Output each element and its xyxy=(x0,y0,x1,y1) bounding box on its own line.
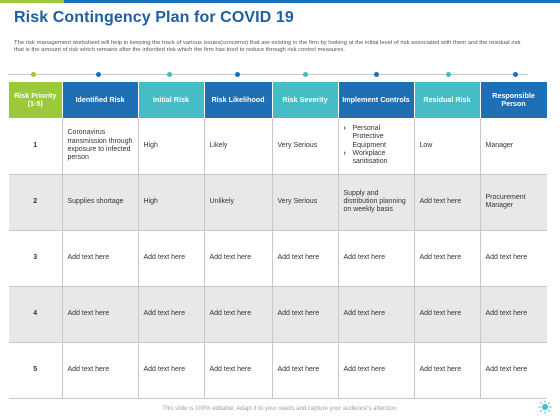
cell-residual-risk: Low xyxy=(414,118,481,174)
cell-priority: 2 xyxy=(9,174,63,230)
cell-identified-risk: Supplies shortage xyxy=(62,174,139,230)
cell-initial-risk: Add text here xyxy=(138,286,205,342)
cell-implement-controls: Add text here xyxy=(338,230,415,286)
cell-identified-risk: Add text here xyxy=(62,342,139,398)
cell-risk-severity: Very Serious xyxy=(272,118,339,174)
control-item: Workplace sanitisation xyxy=(344,150,409,166)
page-description: The risk management worksheet will help … xyxy=(14,40,521,54)
table-row: 3 Add text here Add text here Add text h… xyxy=(9,230,547,286)
cell-responsible-person: Add text here xyxy=(480,230,547,286)
header-residual-risk: Residual Risk xyxy=(414,82,481,118)
header-identified-risk: Identified Risk xyxy=(62,82,139,118)
footer-note: This slide is 100% editable. Adapt it to… xyxy=(162,406,398,412)
header-risk-severity: Risk Severity xyxy=(272,82,339,118)
cell-initial-risk: High xyxy=(138,118,205,174)
cell-priority: 5 xyxy=(9,342,63,398)
table-header-row: Risk Priority (1-5) Identified Risk Init… xyxy=(9,82,548,118)
cell-risk-likelihood: Add text here xyxy=(204,230,273,286)
cell-priority: 3 xyxy=(9,230,63,286)
column-marker-dot xyxy=(303,72,308,77)
page-title: Risk Contingency Plan for COVID 19 xyxy=(14,9,294,26)
cell-risk-likelihood: Likely xyxy=(204,118,273,174)
cell-implement-controls: Personal Protective Equipment Workplace … xyxy=(338,118,415,174)
controls-list: Personal Protective Equipment Workplace … xyxy=(344,125,409,166)
cell-implement-controls: Add text here xyxy=(338,342,415,398)
header-risk-priority: Risk Priority (1-5) xyxy=(9,82,63,118)
column-marker-dot xyxy=(167,72,172,77)
column-marker-dot xyxy=(446,72,451,77)
control-item: Personal Protective Equipment xyxy=(344,125,409,150)
table-row: 1 Coronavirus transmission through expos… xyxy=(9,118,547,174)
cell-risk-severity: Very Serious xyxy=(272,174,339,230)
column-marker-dot xyxy=(513,72,518,77)
cell-identified-risk: Add text here xyxy=(62,286,139,342)
cell-risk-likelihood: Unlikely xyxy=(204,174,273,230)
cell-priority: 4 xyxy=(9,286,63,342)
cell-initial-risk: Add text here xyxy=(138,342,205,398)
column-marker-dot xyxy=(96,72,101,77)
cell-implement-controls: Supply and distribution planning on week… xyxy=(338,174,415,230)
risk-table: Risk Priority (1-5) Identified Risk Init… xyxy=(9,82,548,399)
header-initial-risk: Initial Risk xyxy=(138,82,205,118)
cell-risk-likelihood: Add text here xyxy=(204,342,273,398)
header-risk-likelihood: Risk Likelihood xyxy=(204,82,273,118)
cell-responsible-person: Add text here xyxy=(480,342,547,398)
column-marker-dot xyxy=(374,72,379,77)
column-marker-dot xyxy=(31,72,36,77)
top-accent-bar xyxy=(0,0,560,3)
cell-risk-severity: Add text here xyxy=(272,286,339,342)
cell-residual-risk: Add text here xyxy=(414,174,481,230)
cell-residual-risk: Add text here xyxy=(414,286,481,342)
marker-line xyxy=(8,74,528,75)
table-row: 2 Supplies shortage High Unlikely Very S… xyxy=(9,174,547,230)
table-row: 4 Add text here Add text here Add text h… xyxy=(9,286,547,342)
cell-residual-risk: Add text here xyxy=(414,230,481,286)
column-marker-dot xyxy=(235,72,240,77)
cell-implement-controls: Add text here xyxy=(338,286,415,342)
cell-initial-risk: High xyxy=(138,174,205,230)
top-bar-blue-segment xyxy=(64,0,560,3)
cell-initial-risk: Add text here xyxy=(138,230,205,286)
cell-responsible-person: Procurement Manager xyxy=(480,174,547,230)
cell-risk-likelihood: Add text here xyxy=(204,286,273,342)
sun-logo-icon xyxy=(538,400,552,414)
cell-identified-risk: Add text here xyxy=(62,230,139,286)
cell-responsible-person: Manager xyxy=(480,118,547,174)
cell-responsible-person: Add text here xyxy=(480,286,547,342)
cell-risk-severity: Add text here xyxy=(272,230,339,286)
cell-identified-risk: Coronavirus transmission through exposur… xyxy=(62,118,139,174)
cell-risk-severity: Add text here xyxy=(272,342,339,398)
header-implement-controls: Implement Controls xyxy=(338,82,415,118)
table-row: 5 Add text here Add text here Add text h… xyxy=(9,342,547,398)
cell-residual-risk: Add text here xyxy=(414,342,481,398)
cell-priority: 1 xyxy=(9,118,63,174)
column-marker-line xyxy=(8,71,528,79)
top-bar-green-segment xyxy=(0,0,64,3)
header-responsible-person: Responsible Person xyxy=(480,82,548,118)
